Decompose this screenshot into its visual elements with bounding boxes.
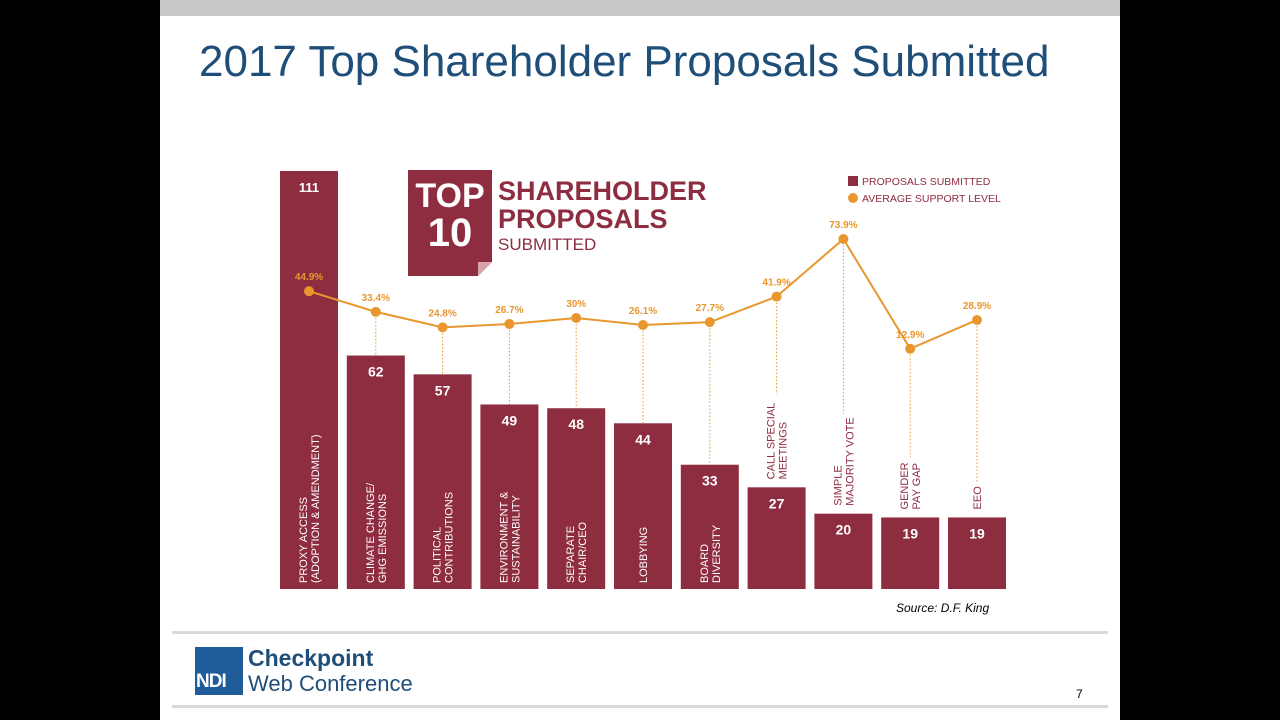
category-label: CLIMATE CHANGE/ (365, 482, 377, 583)
legend-bar-label: PROPOSALS SUBMITTED (862, 176, 991, 188)
badge-line1: SHAREHOLDER (498, 176, 707, 206)
support-value-label: 41.9% (762, 278, 790, 289)
support-value-label: 26.7% (495, 305, 523, 316)
bar-value-label: 19 (902, 525, 918, 541)
slide: 2017 Top Shareholder Proposals Submitted… (160, 0, 1120, 720)
category-label: GHG EMISSIONS (377, 494, 389, 583)
category-label: MAJORITY VOTE (844, 417, 856, 505)
support-point (370, 306, 381, 317)
bar-series: 111 PROXY ACCESS (ADOPTION & AMENDMENT) 62 C… (280, 171, 1006, 589)
category-label: EEO (972, 486, 984, 510)
source-note: Source: D.F. King (896, 601, 990, 615)
category-label: SEPARATE (565, 526, 577, 583)
category-label: CHAIR/CEO (577, 521, 589, 583)
bar (948, 517, 1006, 589)
support-point (638, 320, 648, 331)
bar-value-label: 48 (568, 416, 584, 432)
badge-line2: PROPOSALS (498, 204, 668, 234)
support-point (905, 343, 916, 354)
bar (413, 374, 472, 589)
bar-value-label: 62 (368, 364, 384, 380)
bar (547, 408, 606, 589)
category-label: CALL SPECIAL (766, 403, 778, 480)
logo-name: Checkpoint (248, 645, 374, 671)
footer-divider-top (172, 631, 1108, 634)
support-value-label: 44.9% (295, 272, 323, 283)
support-value-label: 28.9% (963, 301, 991, 312)
category-label: (ADOPTION & AMENDMENT) (310, 434, 322, 583)
category-label: LOBBYING (638, 527, 650, 583)
bar (346, 355, 405, 589)
bar-value-label: 57 (435, 382, 451, 398)
badge-line3: SUBMITTED (498, 235, 596, 254)
support-point (771, 291, 782, 302)
bar (747, 487, 806, 589)
badge-box (408, 170, 492, 276)
support-value-label: 30% (566, 299, 586, 310)
legend-line-swatch (848, 193, 858, 203)
category-label: MEETINGS (778, 422, 790, 479)
bar (280, 171, 338, 589)
category-label: BOARD (699, 544, 711, 583)
slide-title: 2017 Top Shareholder Proposals Submitted (199, 37, 1050, 86)
support-value-label: 26.1% (629, 306, 657, 317)
category-label: POLITICAL (432, 527, 444, 583)
footer-divider-bottom (172, 705, 1108, 708)
bar-value-label: 20 (836, 522, 852, 538)
support-point (838, 233, 849, 244)
category-label: CONTRIBUTIONS (444, 492, 456, 583)
support-value-label: 33.4% (362, 293, 390, 304)
bar (814, 513, 873, 589)
top-bar (160, 0, 1120, 16)
page-number: 7 (1076, 687, 1083, 701)
category-label: PROXY ACCESS (298, 497, 310, 583)
category-label: SIMPLE (832, 465, 844, 505)
support-point (437, 322, 448, 333)
proposals-chart: TOP 10 SHAREHOLDER PROPOSALS SUBMITTED P… (280, 170, 1006, 589)
connector-lines (375, 244, 978, 484)
support-point (504, 318, 515, 329)
bar (680, 464, 739, 589)
category-label: DIVERSITY (711, 524, 723, 583)
support-value-label: 24.8% (428, 308, 456, 319)
support-point (304, 286, 314, 297)
legend-bar-swatch (848, 176, 858, 186)
bar-value-label: 44 (635, 431, 651, 447)
badge-top: TOP (415, 177, 484, 215)
support-value-label: 73.9% (829, 220, 857, 231)
chart-container: TOP 10 SHAREHOLDER PROPOSALS SUBMITTED P… (160, 0, 1120, 720)
bar-value-label: 33 (702, 473, 718, 489)
legend-line-label: AVERAGE SUPPORT LEVEL (862, 193, 1001, 205)
ndi-logo-text: NDI (196, 671, 227, 692)
support-line-series: 44.9% 33.4% 24.8% 26.7% 30% 26.1% 27.7% 41.9% 73… (295, 220, 991, 354)
logo-subtitle: Web Conference (248, 671, 413, 696)
bar (480, 404, 539, 589)
support-point (704, 317, 715, 328)
support-value-label: 12.9% (896, 330, 924, 341)
support-point (972, 314, 982, 325)
bar-value-label: 19 (969, 525, 985, 541)
bar-value-label: 27 (769, 495, 785, 511)
bar (881, 517, 940, 589)
bar-value-label: 49 (502, 412, 518, 428)
top10-badge: TOP 10 SHAREHOLDER PROPOSALS SUBMITTED (408, 170, 707, 276)
category-label: GENDER (899, 462, 911, 509)
checkpoint-logo: NDI Checkpoint Web Conference (195, 645, 425, 697)
chart-legend: PROPOSALS SUBMITTED AVERAGE SUPPORT LEVE… (848, 176, 1001, 205)
category-label: PAY GAP (911, 463, 923, 509)
category-label: ENVIRONMENT & (498, 491, 510, 583)
support-value-label: 27.7% (696, 303, 724, 314)
ndi-logo-mark: NDI (195, 647, 243, 695)
category-label: SUSTAINABILITY (510, 495, 522, 583)
bar (614, 423, 672, 589)
bar-value-label: 111 (299, 180, 319, 195)
badge-ten: 10 (428, 211, 473, 255)
support-point (571, 313, 582, 323)
badge-fold (478, 262, 492, 276)
